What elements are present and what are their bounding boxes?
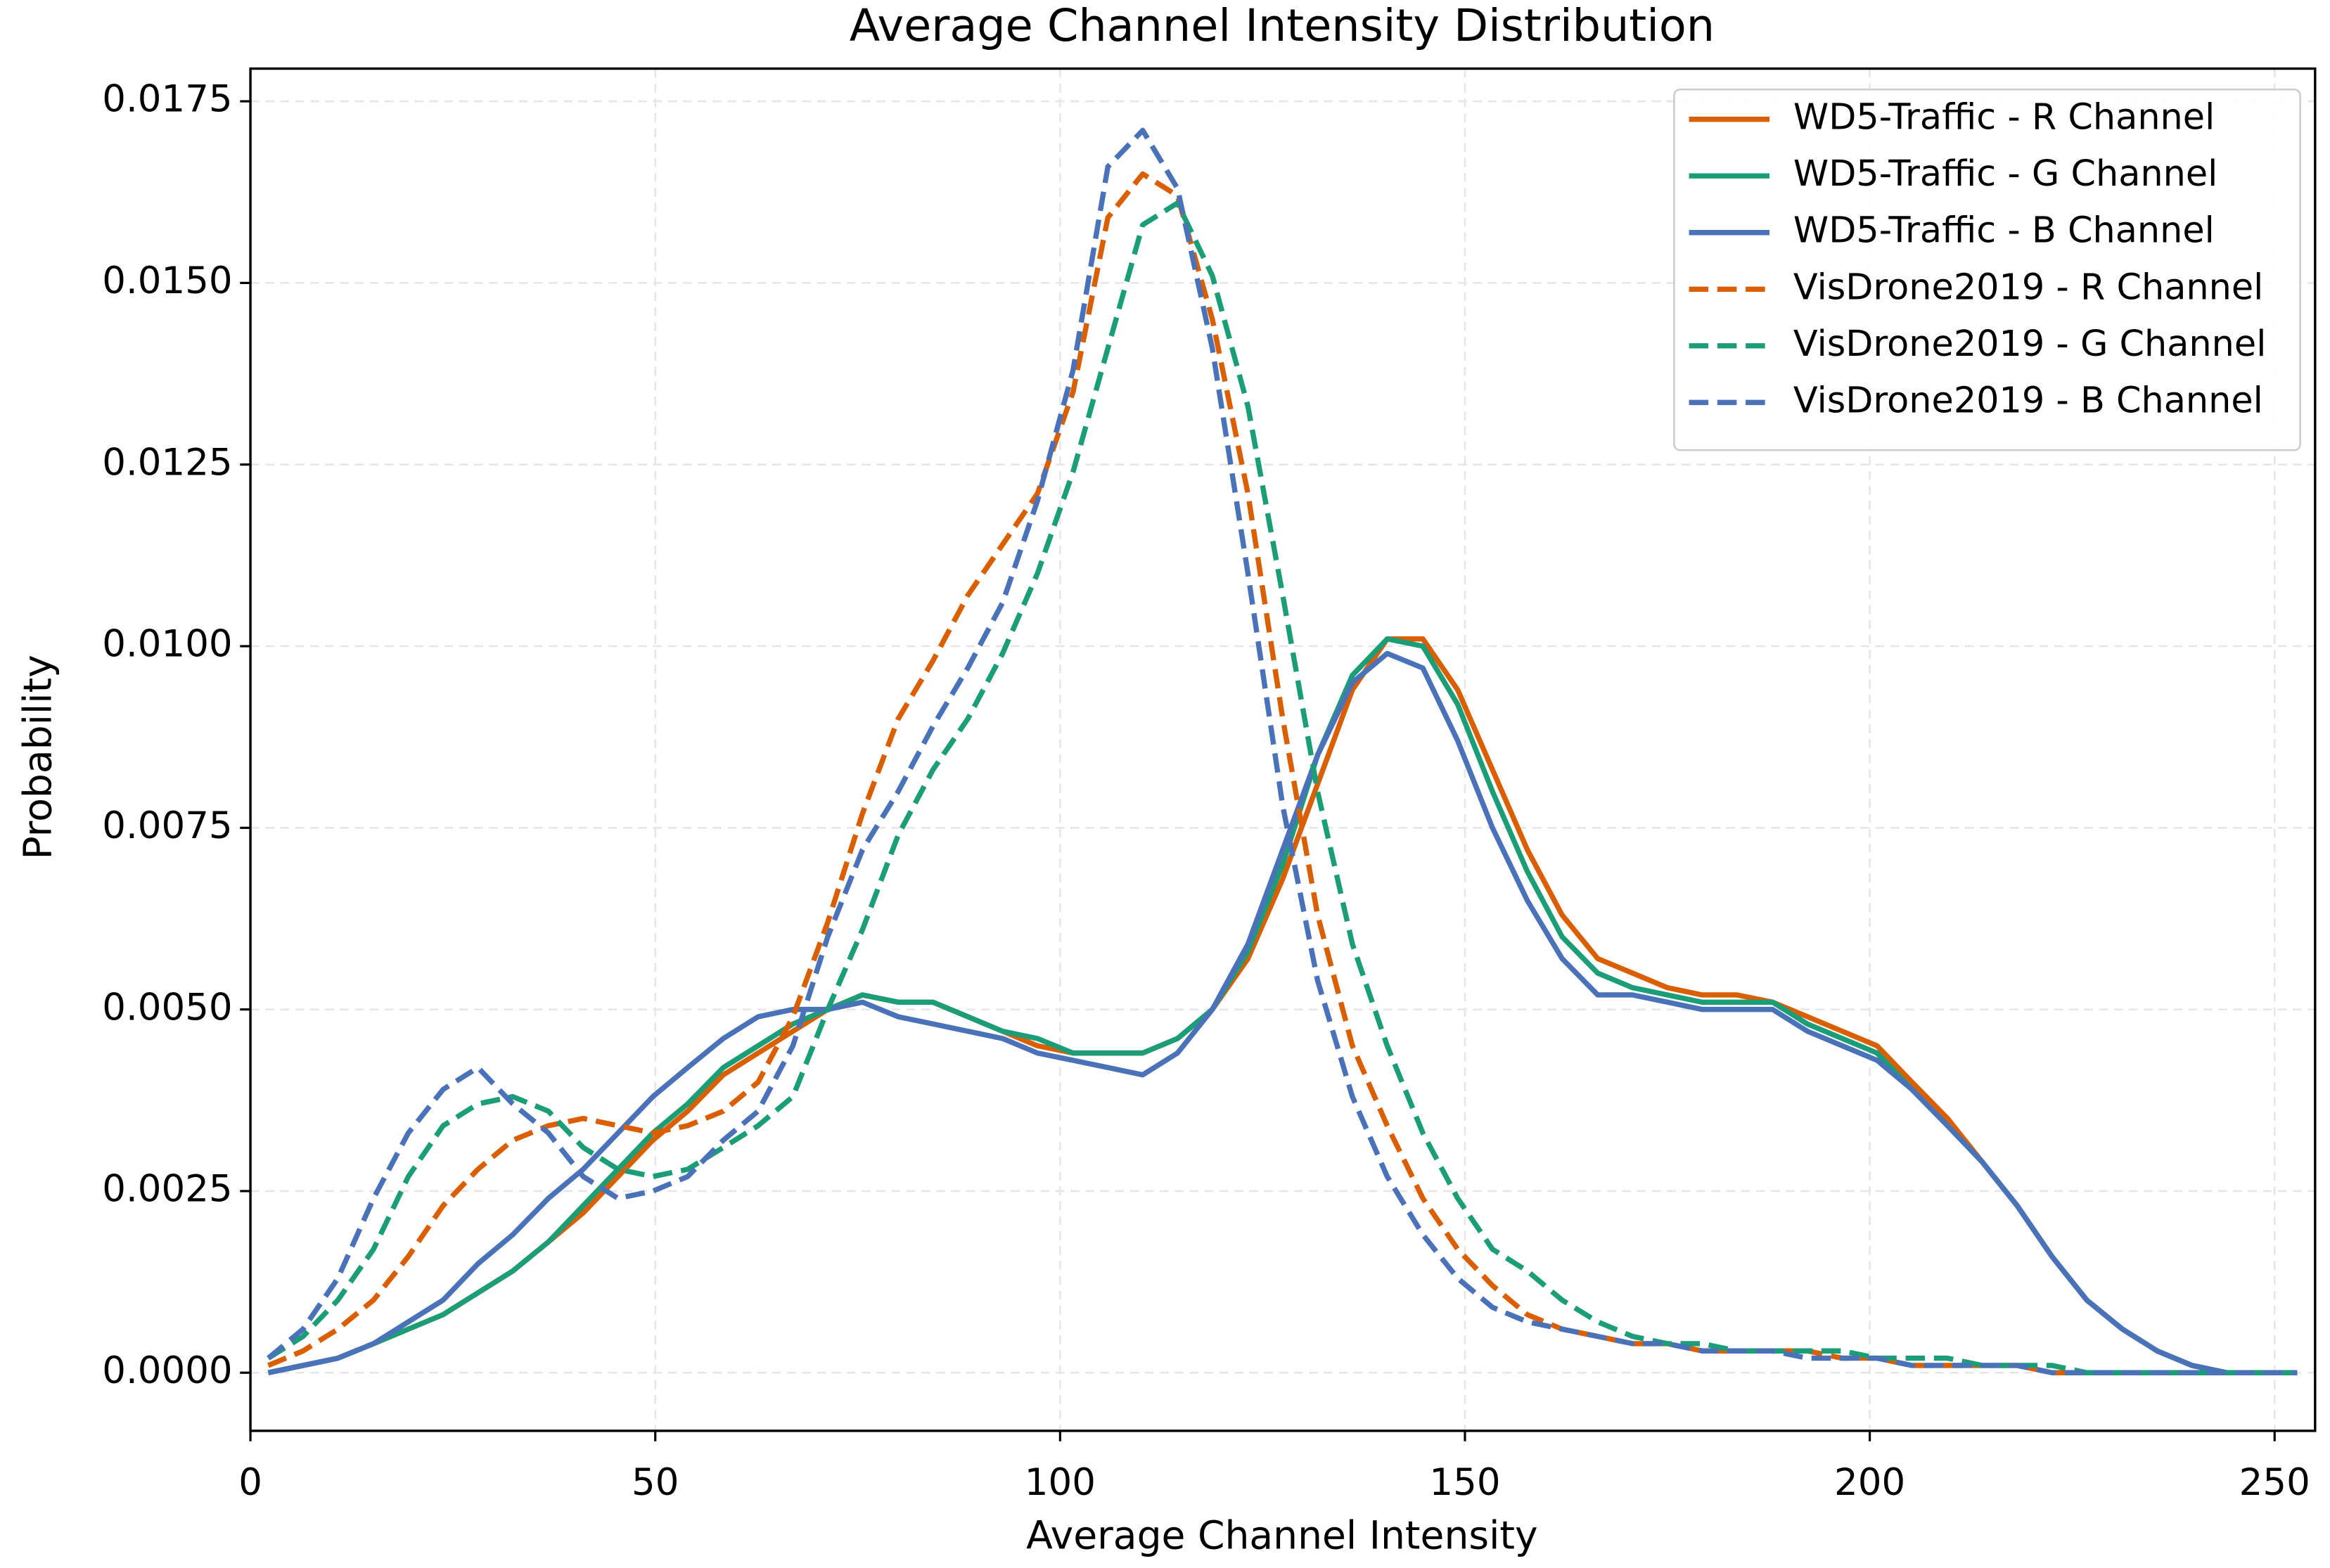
x-tick-label: 50: [632, 1461, 679, 1504]
legend-label: WD5-Traffic - R Channel: [1793, 96, 2215, 138]
y-tick-label: 0.0075: [102, 804, 232, 847]
chart-title: Average Channel Intensity Distribution: [850, 0, 1715, 51]
x-tick-label: 200: [1834, 1461, 1905, 1504]
legend-label: WD5-Traffic - B Channel: [1793, 210, 2215, 251]
series-line: [267, 650, 2298, 1375]
series-line: [267, 636, 2298, 1375]
x-tick-label: 100: [1025, 1461, 1096, 1504]
y-tick-label: 0.0050: [102, 986, 232, 1029]
plot-frame: [249, 67, 2317, 1432]
y-tick-label: 0.0150: [102, 259, 232, 302]
legend-box: [1673, 88, 2301, 451]
legend-label: WD5-Traffic - G Channel: [1793, 153, 2217, 194]
y-tick-label: 0.0175: [102, 78, 232, 121]
y-tick-label: 0.0000: [102, 1349, 232, 1392]
legend-label: VisDrone2019 - R Channel: [1793, 266, 2263, 307]
x-tick-label: 0: [238, 1461, 262, 1504]
y-axis-label: Probability: [15, 655, 60, 859]
x-axis-label: Average Channel Intensity: [1026, 1513, 1537, 1558]
x-tick-label: 150: [1429, 1461, 1500, 1504]
series-line: [267, 636, 2298, 1375]
y-tick-label: 0.0125: [102, 441, 232, 484]
legend-label: VisDrone2019 - B Channel: [1793, 379, 2263, 420]
series-line: [267, 200, 2298, 1375]
x-tick-label: 250: [2239, 1461, 2310, 1504]
legend-label: VisDrone2019 - G Channel: [1793, 323, 2266, 364]
series-line: [267, 127, 2298, 1375]
y-tick-label: 0.0025: [102, 1168, 232, 1211]
y-tick-label: 0.0100: [102, 623, 232, 666]
